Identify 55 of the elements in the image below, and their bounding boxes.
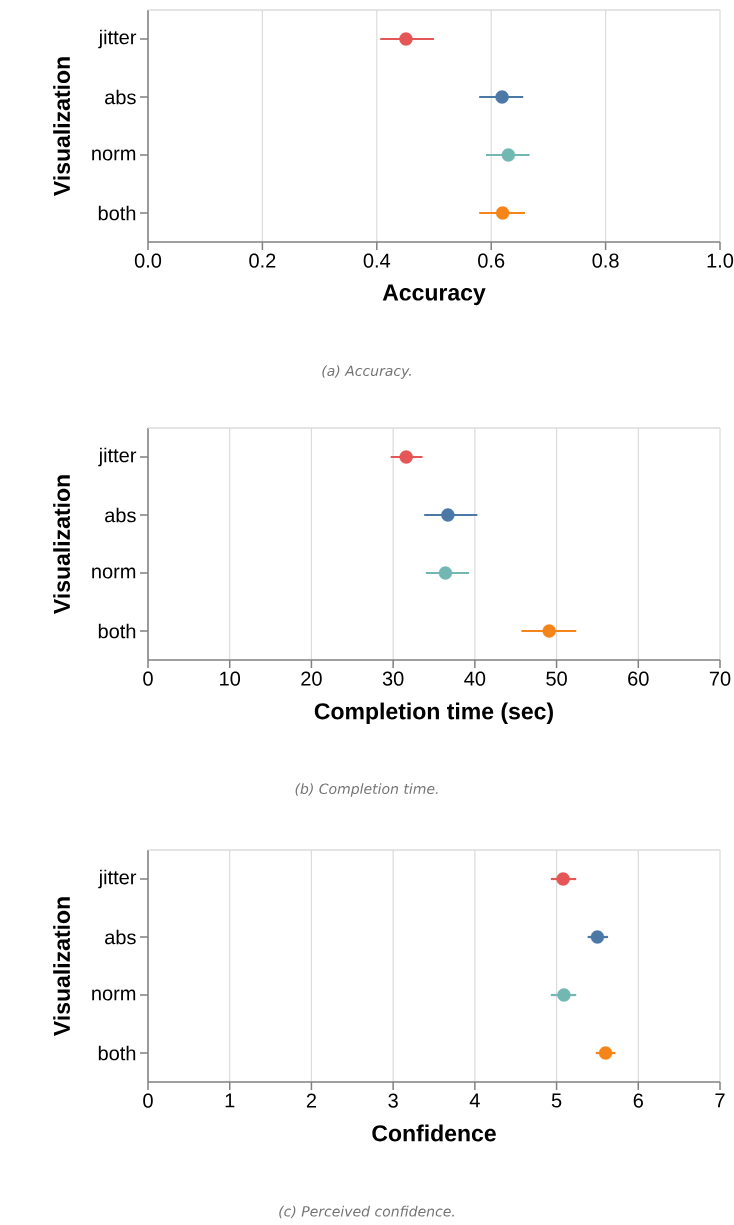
point — [495, 90, 509, 104]
x-tick-label: 0 — [143, 1093, 153, 1108]
text: (a) Accuracy. — [322, 365, 411, 379]
y-tick-label: both — [98, 623, 136, 639]
y-tick-label: abs — [105, 507, 136, 523]
y-tick-label: abs — [105, 929, 136, 945]
point — [399, 450, 413, 464]
x-tick-label: 2 — [306, 1093, 316, 1108]
y-tick-label: jitter — [98, 869, 137, 889]
y-tick-label: both — [98, 1045, 136, 1061]
y-tick-label: jitter — [98, 29, 137, 49]
point — [590, 930, 605, 944]
x-tick-label: 5 — [551, 1093, 562, 1108]
y-tick-label: abs — [105, 89, 136, 105]
x-tick-label: 40 — [464, 671, 486, 686]
text: (c) Perceived confidence. — [279, 1205, 454, 1219]
y-axis-title: Visualization — [53, 475, 71, 614]
point — [542, 624, 556, 638]
x-tick-label: 0.2 — [249, 253, 276, 268]
y-tick-label: norm — [92, 149, 136, 161]
y-tick-label: norm — [92, 989, 136, 1001]
y-tick-label: both — [98, 205, 136, 221]
point — [495, 206, 510, 220]
x-tick-label: 30 — [382, 671, 404, 686]
y-axis-title: Visualization — [53, 897, 71, 1036]
text: (b) Completion time. — [295, 783, 438, 797]
x-tick-label: 1.0 — [707, 253, 734, 268]
x-tick-label: 10 — [220, 671, 241, 686]
x-tick-label: 0.4 — [363, 253, 391, 268]
x-tick-label: 70 — [709, 671, 731, 686]
point — [557, 988, 571, 1002]
x-tick-label: 50 — [546, 671, 567, 686]
x-tick-label: 7 — [715, 1093, 725, 1108]
x-tick-label: 0.6 — [478, 253, 505, 268]
point — [556, 872, 570, 886]
x-axis-title: Completion time (sec) — [314, 702, 553, 724]
y-tick-label: norm — [92, 567, 136, 579]
x-axis-title: Confidence — [372, 1124, 496, 1142]
y-tick-label: jitter — [98, 447, 137, 467]
x-axis-title: Accuracy — [382, 284, 486, 306]
x-tick-label: 3 — [388, 1093, 398, 1108]
x-tick-label: 4 — [469, 1093, 480, 1108]
point — [399, 32, 413, 46]
x-tick-label: 1 — [225, 1093, 235, 1108]
x-tick-label: 0.0 — [134, 253, 162, 268]
x-tick-label: 20 — [301, 671, 322, 686]
point — [598, 1046, 613, 1060]
point — [441, 508, 455, 522]
x-tick-label: 0 — [143, 671, 153, 686]
x-tick-label: 6 — [633, 1093, 643, 1108]
x-tick-label: 0.8 — [592, 253, 619, 268]
point — [501, 148, 516, 162]
y-axis-title: Visualization — [53, 57, 71, 196]
x-tick-label: 60 — [628, 671, 649, 686]
point — [438, 566, 453, 580]
